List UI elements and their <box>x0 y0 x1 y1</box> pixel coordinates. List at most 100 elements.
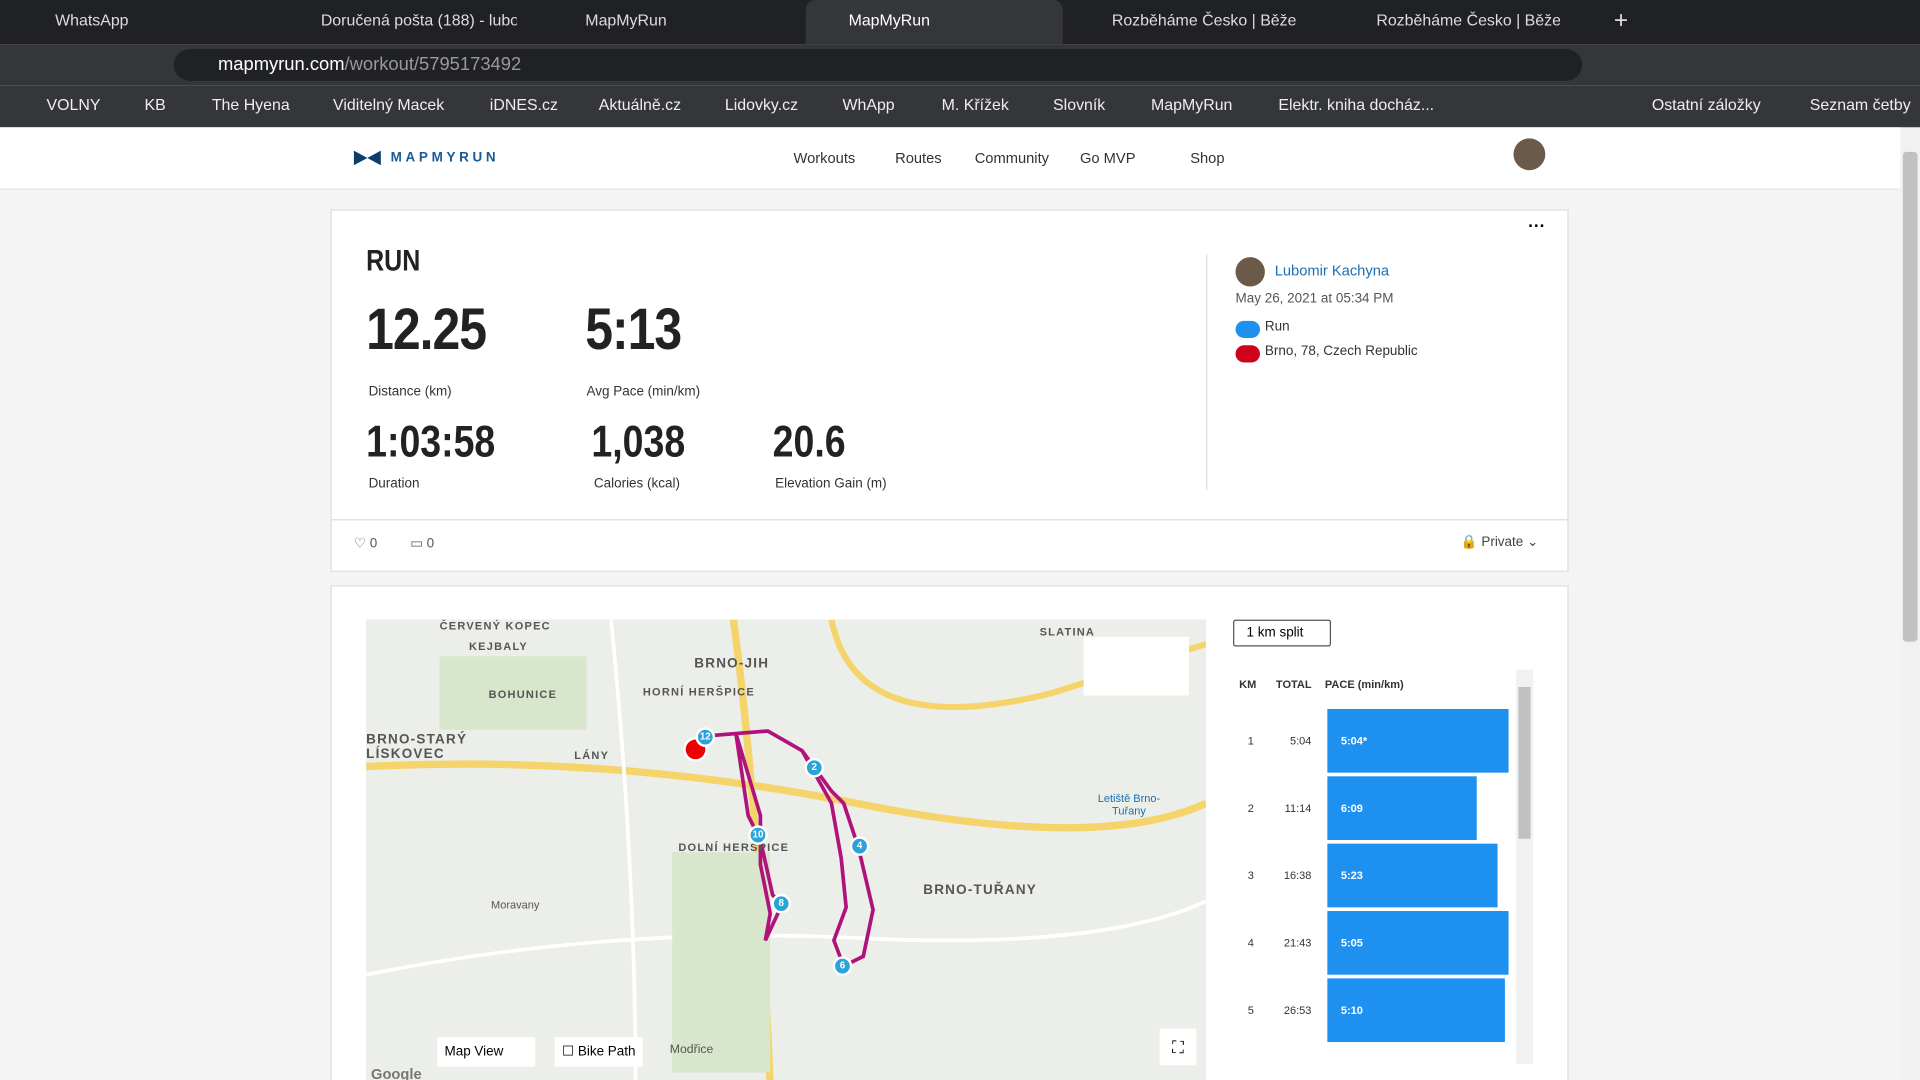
split-km: 4 <box>1247 936 1254 949</box>
bookmark[interactable]: M. Křížek <box>941 95 1009 114</box>
bookmark[interactable]: VOLNY <box>46 95 101 114</box>
page-scrollbar[interactable] <box>1900 127 1920 1080</box>
location: Brno, 78, Czech Republic <box>1264 344 1418 359</box>
split-total: 26:53 <box>1283 1004 1312 1017</box>
map-label: Modřice <box>669 1043 714 1057</box>
map-label: Moravany <box>491 898 540 912</box>
table-scrollbar[interactable] <box>1515 669 1534 1065</box>
bookmark[interactable]: WhApp <box>842 95 895 114</box>
pace-bar: 5:23 <box>1327 843 1498 908</box>
bookmark-folder[interactable]: Seznam četby <box>1809 95 1911 114</box>
map-label: BOHUNICE <box>488 688 558 701</box>
tab[interactable]: Doručená pošta (188) - lubo <box>320 11 517 30</box>
stat-label: Calories (kcal) <box>593 476 680 492</box>
tab[interactable]: MapMyRun <box>585 11 667 30</box>
map-label: KEJBALY <box>468 640 528 653</box>
map[interactable]: ČERVENÝ KOPEC KEJBALY BRNO-JIH SLATINA B… <box>366 619 1207 1080</box>
nav-link[interactable]: Workouts <box>793 149 856 167</box>
bookmark[interactable]: Aktuálně.cz <box>598 95 682 114</box>
tab[interactable]: WhatsApp <box>55 11 129 30</box>
workout-card: RUN 12.25 Distance (km) 5:13 Avg Pace (m… <box>330 209 1569 572</box>
map-card: ČERVENÝ KOPEC KEJBALY BRNO-JIH SLATINA B… <box>330 585 1569 1080</box>
nav-link[interactable]: Community <box>974 149 1050 167</box>
map-label: HORNÍ HERŠPICE <box>642 685 755 698</box>
pace-bar: 6:09 <box>1327 776 1477 841</box>
address-bar[interactable]: mapmyrun.com/workout/5795173492 <box>173 48 1583 81</box>
bookmark[interactable]: MapMyRun <box>1151 95 1233 114</box>
bike-path-label: Bike Path <box>577 1044 636 1060</box>
divider <box>331 519 1568 521</box>
bookmark[interactable]: Slovník <box>1053 95 1106 114</box>
comments-count: 0 <box>426 536 435 552</box>
split-select[interactable]: 1 km split <box>1233 619 1332 647</box>
likes-count: 0 <box>369 536 378 552</box>
stat-label: Avg Pace (min/km) <box>586 384 701 400</box>
split-total: 5:04 <box>1289 734 1312 747</box>
route-marker[interactable]: 6 <box>832 956 853 976</box>
route-marker[interactable]: 10 <box>748 825 768 845</box>
split-km: 3 <box>1247 869 1254 882</box>
route-marker[interactable]: 2 <box>804 757 825 778</box>
fullscreen[interactable]: ⛶ <box>1159 1028 1197 1066</box>
avatar[interactable] <box>1513 138 1546 171</box>
stat-label: Elevation Gain (m) <box>775 476 887 492</box>
privacy[interactable]: 🔒 Private ⌄ <box>1460 535 1539 550</box>
tab[interactable]: Rozběháme Česko | Běžeck <box>1111 11 1296 30</box>
weather-widget[interactable] <box>1083 636 1189 696</box>
nav-link[interactable]: Routes <box>895 149 942 167</box>
bookmark[interactable]: Elektr. kniha docház... <box>1278 95 1435 114</box>
activity-icon <box>1235 320 1261 338</box>
map-label: BRNO-TUŘANY <box>923 882 1038 898</box>
bookmark[interactable]: Viditelný Macek <box>333 95 445 114</box>
stat-value: 1:03:58 <box>366 416 496 467</box>
pace-bar: 5:05 <box>1327 911 1508 975</box>
stat-value: 1,038 <box>591 416 686 467</box>
map-label: DOLNÍ HERŠPICE <box>678 841 790 854</box>
location-icon <box>1235 345 1261 363</box>
route-marker[interactable]: 12 <box>695 727 716 747</box>
likes[interactable]: ♡ 0 <box>353 536 378 552</box>
user-name[interactable]: Lubomir Kachyna <box>1274 262 1390 280</box>
more-menu[interactable]: ··· <box>1528 215 1546 236</box>
split-km: 1 <box>1247 734 1254 747</box>
bookmark[interactable]: KB <box>144 95 166 114</box>
map-label: BRNO-STARÝ LÍSKOVEC <box>366 732 468 762</box>
route-marker[interactable]: 4 <box>849 836 870 856</box>
nav-link[interactable]: Go MVP <box>1080 149 1136 167</box>
stat-value: 12.25 <box>366 297 487 363</box>
pace-bar: 5:10 <box>1327 978 1506 1043</box>
stat-label: Distance (km) <box>368 384 452 400</box>
activity: Run <box>1264 319 1290 335</box>
url-path: /workout/5795173492 <box>344 53 522 75</box>
bookmark-folder[interactable]: Ostatní záložky <box>1651 95 1761 114</box>
comments[interactable]: ▭ 0 <box>410 536 435 552</box>
stat-value: 20.6 <box>772 416 846 467</box>
bookmark[interactable]: Lidovky.cz <box>724 95 799 114</box>
map-label: LÁNY <box>574 749 610 762</box>
map-label: Letiště Brno-Tuřany <box>1097 792 1161 817</box>
new-tab[interactable]: + <box>1613 7 1629 35</box>
bookmark[interactable]: iDNES.cz <box>489 95 558 114</box>
workout-type: RUN <box>366 244 421 278</box>
workout-date: May 26, 2021 at 05:34 PM <box>1235 291 1394 307</box>
logo[interactable]: MAPMYRUN <box>390 150 500 166</box>
split-km: 2 <box>1247 802 1254 815</box>
bookmark[interactable]: The Hyena <box>211 95 290 114</box>
stat-value: 5:13 <box>585 297 682 363</box>
split-total: 11:14 <box>1284 802 1312 815</box>
bike-path-toggle[interactable]: ☐ Bike Path <box>554 1037 643 1067</box>
pace-bar: 5:04* <box>1327 708 1509 773</box>
map-view-select[interactable]: Map View <box>437 1037 536 1067</box>
route-marker[interactable]: 8 <box>771 893 792 914</box>
logo-icon <box>353 150 381 166</box>
tab-strip: WhatsApp Doručená pošta (188) - lubo Map… <box>0 0 1920 45</box>
stat-label: Duration <box>368 476 420 492</box>
tab[interactable]: MapMyRun <box>805 0 1063 45</box>
tab[interactable]: Rozběháme Česko | Běžeck <box>1376 11 1561 30</box>
col-header: PACE (min/km) <box>1324 678 1404 691</box>
map-label: BRNO-JIH <box>694 656 770 672</box>
map-label: SLATINA <box>1039 625 1096 638</box>
nav-link[interactable]: Shop <box>1190 149 1225 167</box>
user-avatar[interactable] <box>1235 257 1265 287</box>
